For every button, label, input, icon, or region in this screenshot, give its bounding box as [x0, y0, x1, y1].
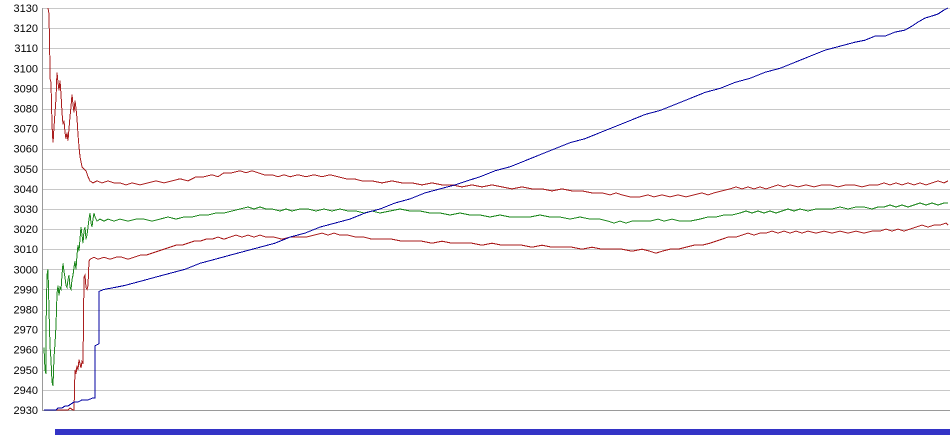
- y-axis-label: 3130: [14, 3, 38, 15]
- middle-green-line: [43, 202, 948, 387]
- y-axis-label: 3110: [14, 43, 38, 55]
- rising-blue-line: [44, 7, 949, 411]
- y-axis-label: 2950: [14, 365, 38, 377]
- y-axis-label: 3040: [14, 184, 38, 196]
- y-axis-label: 3010: [14, 244, 38, 256]
- y-axis-label: 3020: [14, 224, 38, 236]
- lower-band-red-line: [44, 222, 949, 411]
- y-axis-label: 2980: [14, 305, 38, 317]
- y-axis-label: 2930: [14, 405, 38, 417]
- progress-bar: [55, 429, 950, 435]
- y-axis-label: 3060: [14, 144, 38, 156]
- y-axis-label: 2960: [14, 345, 38, 357]
- y-axis-label: 3090: [14, 83, 38, 95]
- y-axis-label: 2990: [14, 284, 38, 296]
- y-axis-label: 3050: [14, 164, 38, 176]
- y-axis-label: 2970: [14, 325, 38, 337]
- y-axis-label: 2940: [14, 385, 38, 397]
- y-axis-label: 3120: [14, 23, 38, 35]
- y-axis-label: 3000: [14, 264, 38, 276]
- upper-band-red-line: [47, 7, 949, 198]
- y-axis-label: 3100: [14, 63, 38, 75]
- y-axis-label: 3030: [14, 204, 38, 216]
- y-axis-label: 3080: [14, 104, 38, 116]
- y-axis-label: 3070: [14, 124, 38, 136]
